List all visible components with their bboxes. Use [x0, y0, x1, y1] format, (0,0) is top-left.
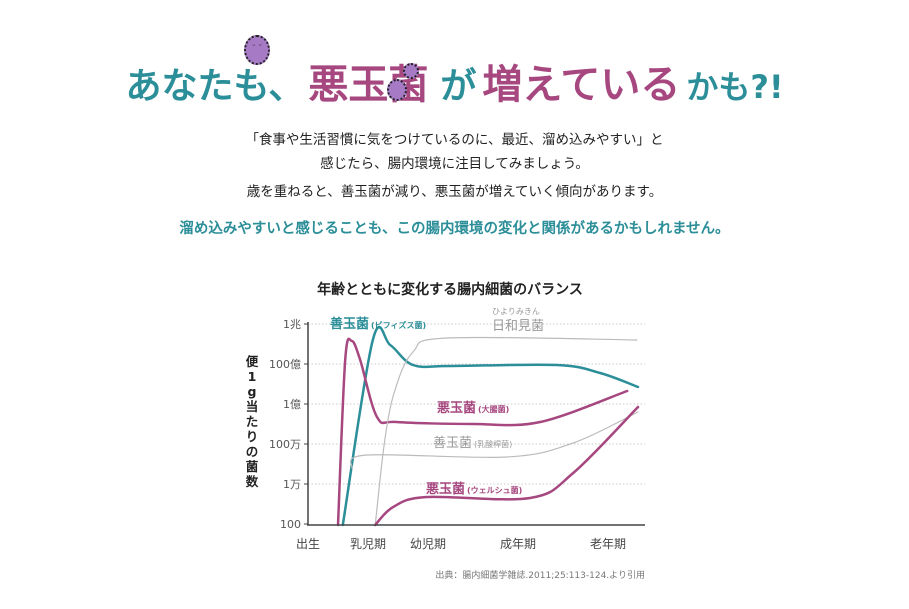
- series-line-1: [336, 337, 629, 527]
- intro-line-1: 「食事や生活習慣に気をつけているのに、最近、溜め込みやすい」と: [245, 132, 664, 148]
- headline-part3: が: [440, 66, 477, 107]
- headline-increasing: 増えている: [482, 62, 681, 108]
- intro-line-3: 歳を重ねると、善玉菌が減り、悪玉菌が増えていく傾向があります。: [246, 184, 663, 200]
- label-lactobacillus: 善玉菌 (乳酸桿菌): [433, 435, 512, 451]
- label-opportunistic-ruby: ひよりみきん: [492, 307, 540, 316]
- y-tick-label: 1万: [283, 478, 301, 491]
- germ-icon: ˘ ˘: [244, 35, 270, 65]
- y-tick-label: 1兆: [283, 318, 301, 331]
- x-tick-label: 老年期: [590, 537, 626, 551]
- label-welsh: 悪玉菌 (ウェルシュ菌): [426, 481, 522, 497]
- series-line-2: [374, 336, 638, 526]
- headline: あなたも、 悪玉菌が増えている かも?!: [0, 52, 909, 110]
- intro-line-4: 溜め込みやすいと感じることも、この腸内環境の変化と関係があるかもしれません。: [179, 221, 730, 237]
- series-line-4: [373, 405, 640, 527]
- x-tick-label: 乳児期: [350, 537, 386, 551]
- y-tick-label: 100億: [269, 358, 301, 371]
- headline-part1: あなたも、: [125, 66, 305, 107]
- chart-title: 年齢とともに変化する腸内細菌のバランス: [317, 282, 583, 298]
- series-line-3: [349, 411, 639, 469]
- intro-line-2: 感じたら、腸内環境に注目してみましょう。: [320, 156, 589, 172]
- y-tick-label: 100万: [269, 438, 301, 451]
- y-tick-label: 100: [280, 518, 301, 531]
- x-tick-label: 出生: [296, 537, 320, 551]
- y-axis-label: 便1g当たりの菌数: [245, 354, 259, 489]
- germ-icon: [403, 63, 419, 79]
- label-ecoli: 悪玉菌 (大腸菌): [437, 400, 509, 416]
- germ-icon: [387, 79, 407, 101]
- series-line-0: [341, 325, 640, 527]
- label-bifidus: 善玉菌 (ビフィズス菌): [330, 316, 426, 332]
- headline-bad-bacteria: 悪玉菌: [308, 62, 429, 108]
- source-citation: 出典：腸内細菌学雑誌.2011;25:113-124.より引用: [435, 569, 645, 581]
- x-tick-label: 幼児期: [410, 537, 446, 551]
- headline-part5: かも?!: [686, 68, 784, 106]
- x-tick-label: 成年期: [500, 537, 536, 551]
- y-tick-label: 1億: [283, 398, 301, 411]
- label-opportunistic: 日和見菌: [492, 319, 544, 334]
